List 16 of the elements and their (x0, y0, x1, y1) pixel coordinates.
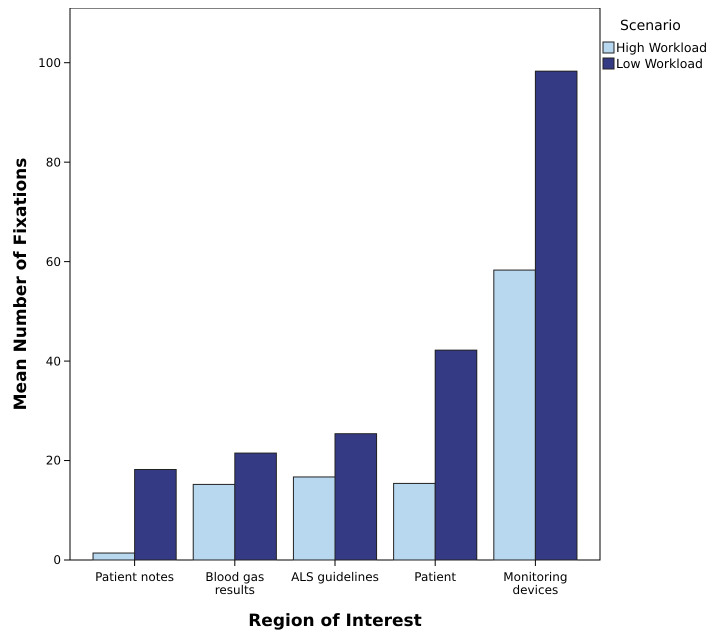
legend-title: Scenario (620, 18, 681, 34)
legend-label: High Workload (616, 40, 708, 55)
x-tick-label: Patient (414, 570, 456, 584)
y-tick-label: 40 (46, 354, 61, 368)
x-tick-label: Blood gas results (205, 570, 264, 597)
y-tick-label: 0 (53, 553, 61, 568)
y-axis-title: Mean Number of Fixations (11, 158, 31, 410)
x-tick-label: Monitoring devices (503, 570, 568, 597)
y-tick-label: 80 (46, 155, 61, 170)
y-tick-label: 20 (46, 454, 61, 468)
y-tick-label: 60 (46, 254, 61, 269)
legend-label: Low Workload (616, 56, 703, 71)
x-tick-label: ALS guidelines (291, 570, 379, 584)
x-axis-title: Region of Interest (248, 611, 422, 631)
x-tick-label: Patient notes (95, 570, 174, 584)
y-tick-label: 100 (38, 56, 61, 70)
